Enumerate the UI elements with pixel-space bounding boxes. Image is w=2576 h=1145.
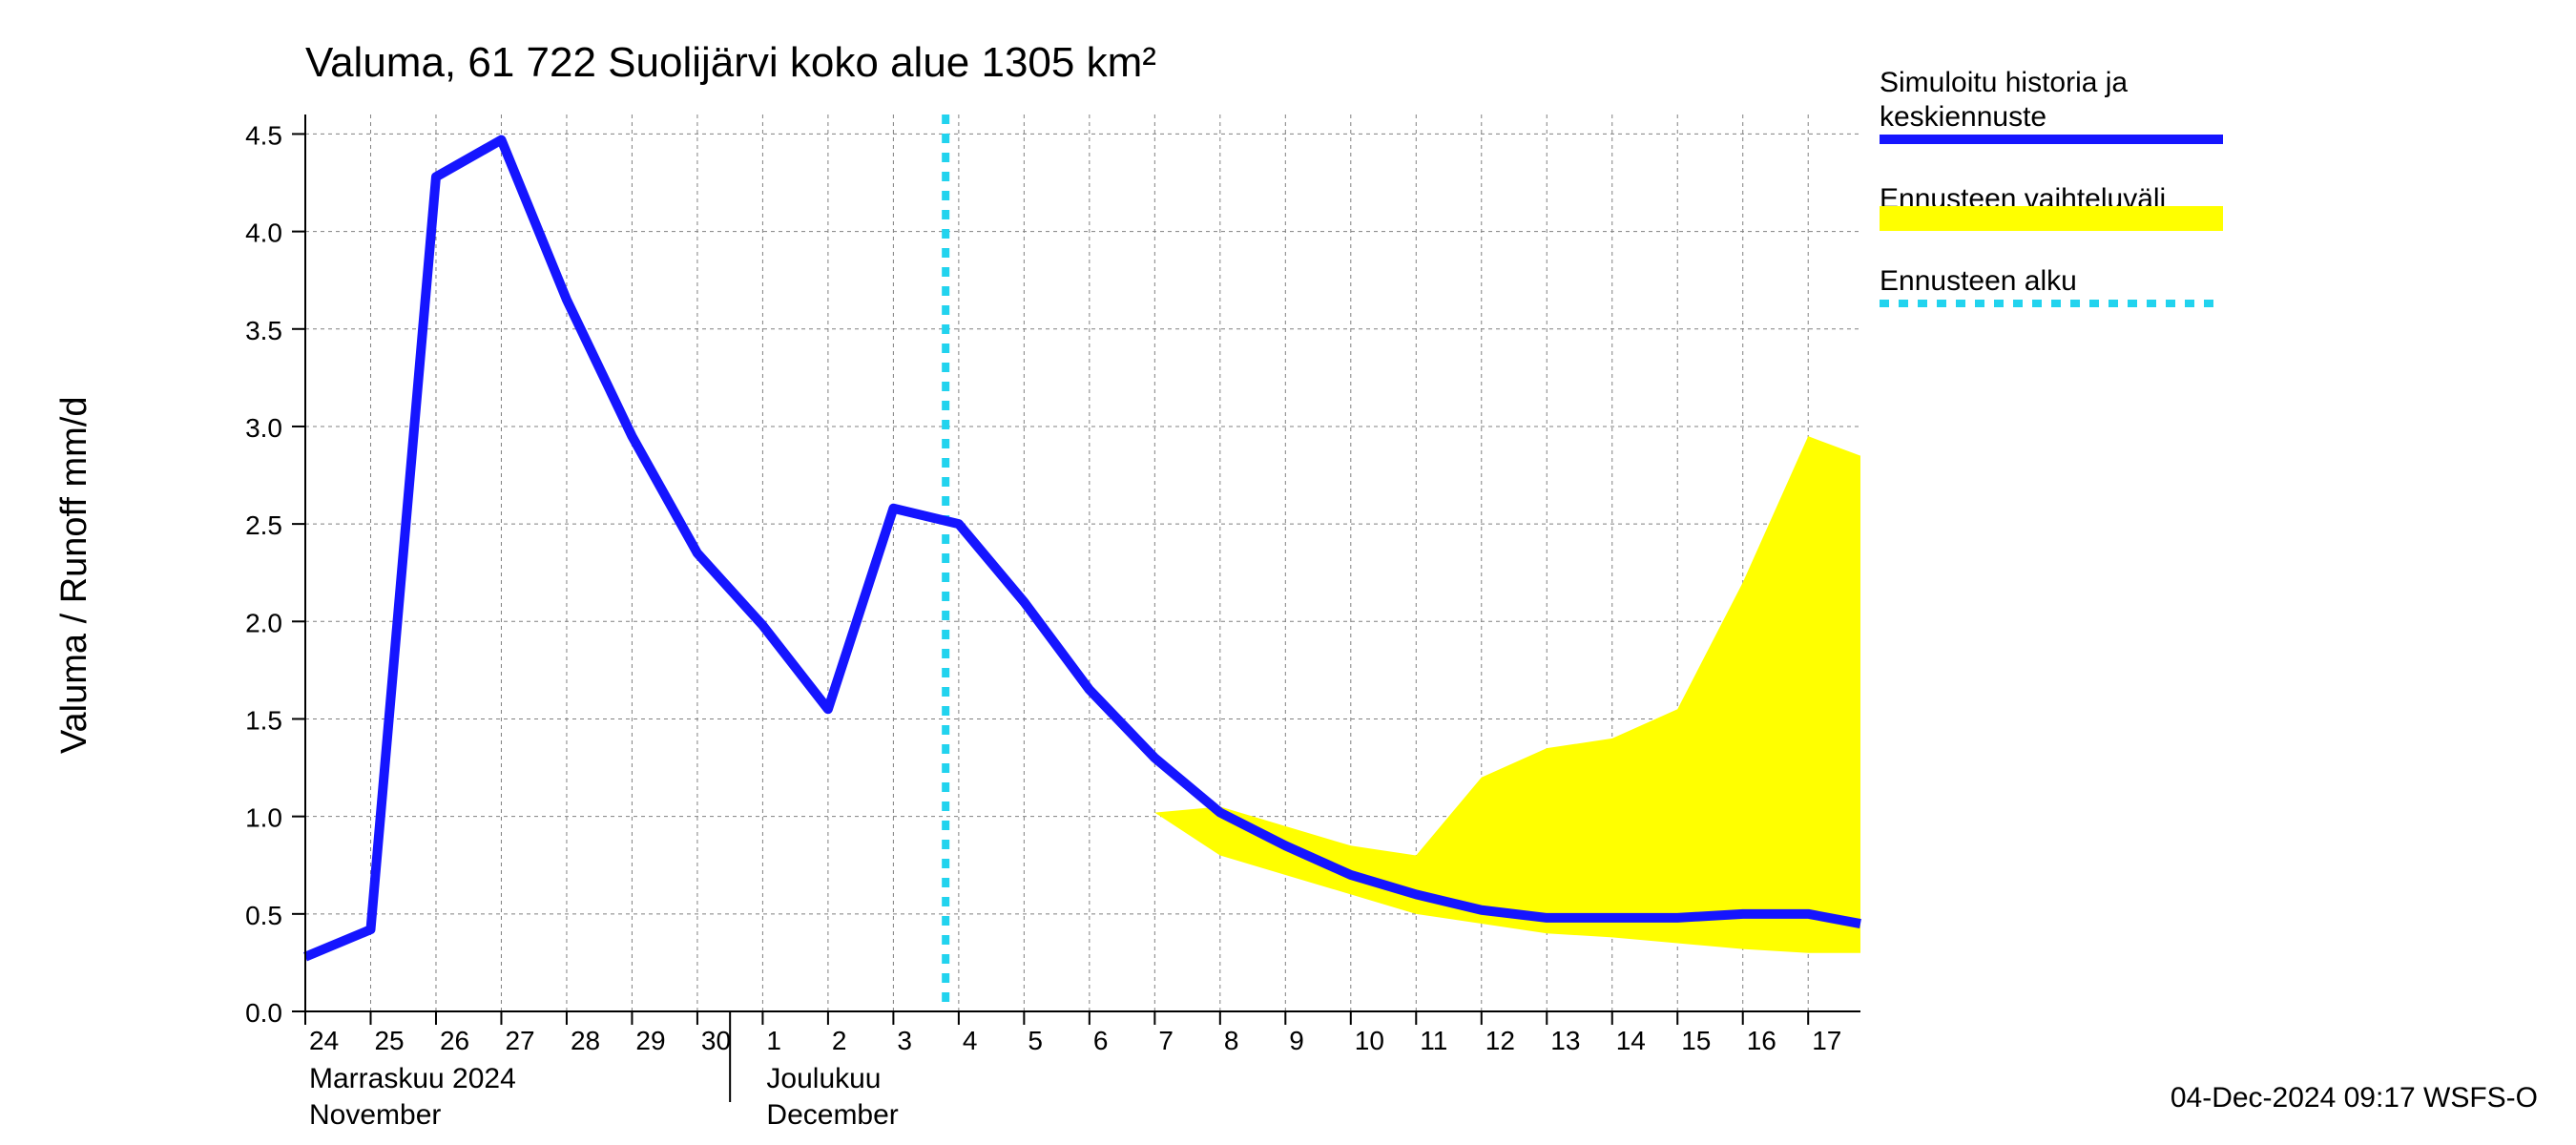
y-tick-label: 4.0: [245, 219, 282, 248]
y-tick-label: 2.5: [245, 510, 282, 540]
y-tick-label: 4.5: [245, 120, 282, 150]
x-tick-label: 14: [1616, 1026, 1646, 1055]
x-tick-label: 7: [1158, 1026, 1174, 1055]
chart-svg: 0.00.51.01.52.02.53.03.54.04.52425262728…: [0, 0, 2576, 1145]
month-label-post-1: Joulukuu: [766, 1063, 881, 1094]
x-tick-label: 10: [1355, 1026, 1384, 1055]
legend-swatch-rect: [1880, 206, 2223, 231]
legend-label: Ennusteen alku: [1880, 265, 2077, 297]
x-tick-label: 30: [701, 1026, 731, 1055]
legend-label: Simuloitu historia ja: [1880, 67, 2128, 98]
x-tick-label: 8: [1224, 1026, 1239, 1055]
x-tick-label: 15: [1681, 1026, 1711, 1055]
month-label-pre-1: Marraskuu 2024: [309, 1063, 516, 1094]
x-tick-label: 24: [309, 1026, 339, 1055]
y-tick-label: 1.5: [245, 705, 282, 735]
x-tick-label: 2: [832, 1026, 847, 1055]
y-tick-label: 3.0: [245, 413, 282, 443]
x-tick-label: 5: [1028, 1026, 1043, 1055]
x-tick-label: 16: [1747, 1026, 1776, 1055]
x-tick-label: 6: [1093, 1026, 1109, 1055]
x-tick-label: 3: [897, 1026, 912, 1055]
month-label-pre-2: November: [309, 1099, 441, 1131]
footer-timestamp: 04-Dec-2024 09:17 WSFS-O: [2171, 1082, 2538, 1114]
y-axis-label: Valuma / Runoff mm/d: [54, 396, 94, 754]
runoff-forecast-chart: 0.00.51.01.52.02.53.03.54.04.52425262728…: [0, 0, 2576, 1145]
y-tick-label: 3.5: [245, 316, 282, 345]
month-label-post-2: December: [766, 1099, 898, 1131]
x-tick-label: 27: [505, 1026, 534, 1055]
x-tick-label: 17: [1812, 1026, 1841, 1055]
x-tick-label: 25: [374, 1026, 404, 1055]
x-tick-label: 1: [766, 1026, 781, 1055]
y-tick-label: 1.0: [245, 803, 282, 833]
x-tick-label: 11: [1420, 1026, 1447, 1055]
x-tick-label: 29: [635, 1026, 665, 1055]
x-tick-label: 9: [1289, 1026, 1304, 1055]
legend-label: keskiennuste: [1880, 101, 2046, 133]
forecast-range-band: [1154, 436, 1860, 953]
x-tick-label: 12: [1485, 1026, 1515, 1055]
x-tick-label: 28: [571, 1026, 600, 1055]
x-tick-label: 26: [440, 1026, 469, 1055]
y-tick-label: 2.0: [245, 608, 282, 637]
chart-title: Valuma, 61 722 Suolijärvi koko alue 1305…: [305, 39, 1156, 86]
y-tick-label: 0.5: [245, 901, 282, 930]
x-tick-label: 13: [1550, 1026, 1580, 1055]
y-tick-label: 0.0: [245, 998, 282, 1028]
x-tick-label: 4: [963, 1026, 978, 1055]
